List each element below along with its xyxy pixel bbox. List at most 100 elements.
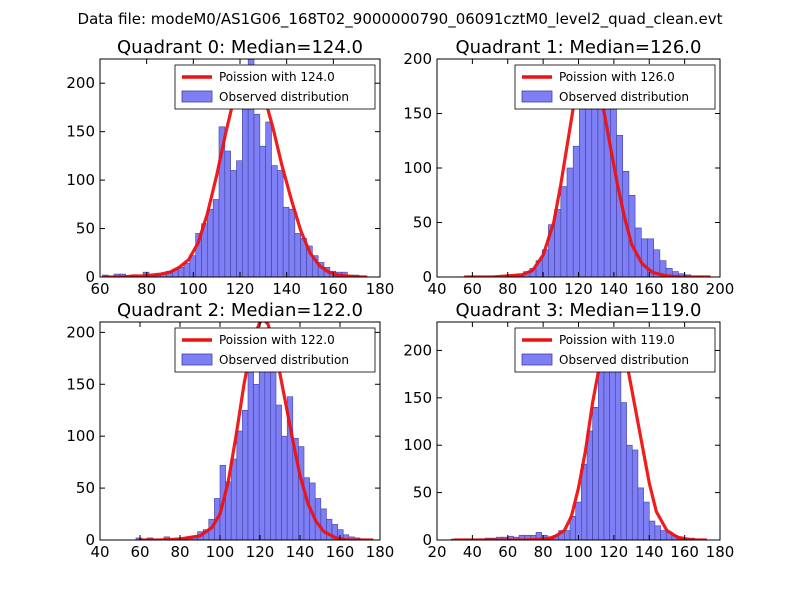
x-tick-label: 140 bbox=[600, 280, 629, 298]
x-tick-label: 80 bbox=[137, 280, 156, 298]
quadrant-2-panel: 40 60 80 100 120 140 160 180 0 50 100 150 200 Quadran… bbox=[66, 300, 394, 561]
histogram-bar bbox=[609, 354, 616, 540]
y-tick-label: 50 bbox=[76, 479, 95, 497]
x-tick-label: 80 bbox=[534, 543, 553, 561]
y-tick-label: 100 bbox=[403, 159, 432, 177]
histogram-bar bbox=[640, 238, 648, 277]
x-tick-label: 100 bbox=[179, 280, 208, 298]
histogram-bar bbox=[271, 165, 278, 277]
x-tick-label: 40 bbox=[427, 280, 446, 298]
x-tick-label: 100 bbox=[529, 280, 558, 298]
histogram-bar bbox=[258, 368, 266, 540]
histogram-bar bbox=[236, 430, 243, 540]
histogram-bar bbox=[643, 501, 650, 540]
figure-suptitle: Data file: modeM0/AS1G06_168T02_90000007… bbox=[78, 10, 723, 29]
y-tick-label: 100 bbox=[403, 436, 432, 454]
x-tick-label: 160 bbox=[326, 543, 355, 561]
histogram-bar bbox=[620, 402, 627, 540]
histogram-bar bbox=[572, 145, 580, 277]
x-tick-label: 200 bbox=[706, 280, 735, 298]
x-tick-label: 180 bbox=[670, 280, 699, 298]
y-tick-label: 0 bbox=[85, 531, 95, 549]
histogram-bar bbox=[224, 150, 231, 277]
y-tick-label: 0 bbox=[422, 531, 432, 549]
y-tick-label: 150 bbox=[403, 105, 432, 123]
legend-label-observed: Observed distribution bbox=[219, 90, 349, 104]
histogram-bar bbox=[598, 369, 605, 540]
x-tick-label: 120 bbox=[246, 543, 275, 561]
legend-label-poisson: Poission with 126.0 bbox=[559, 70, 675, 84]
x-tick-label: 80 bbox=[498, 280, 517, 298]
y-tick-label: 150 bbox=[66, 123, 95, 141]
legend-bar-swatch bbox=[181, 90, 213, 103]
panel-title: Quadrant 2: Median=122.0 bbox=[117, 300, 363, 321]
histogram-bar bbox=[575, 501, 582, 540]
legend: Poission with 122.0 Observed distribution bbox=[174, 327, 376, 373]
y-tick-label: 100 bbox=[66, 171, 95, 189]
histogram-bar bbox=[288, 208, 296, 277]
quadrant-3-panel: 20 40 60 80 100 120 140 160 180 0 50 100 150 200 Quadr… bbox=[403, 300, 734, 561]
histogram-bar bbox=[560, 186, 568, 277]
histogram-bar bbox=[654, 525, 661, 540]
histogram-bar bbox=[585, 85, 593, 277]
y-tick-label: 50 bbox=[413, 214, 432, 232]
panel-title: Quadrant 3: Median=119.0 bbox=[456, 300, 702, 321]
quadrant-1-panel: 40 60 80 100 120 140 160 180 200 0 50 100 150 200 Quad… bbox=[403, 37, 734, 298]
legend-bar-swatch bbox=[181, 353, 213, 366]
histogram-bar bbox=[320, 508, 327, 540]
histogram-bar bbox=[183, 263, 191, 277]
x-tick-label: 120 bbox=[564, 280, 593, 298]
histogram-bar bbox=[281, 435, 288, 540]
histogram-bar bbox=[253, 383, 260, 540]
histogram-bar bbox=[207, 208, 214, 277]
histogram-bar bbox=[236, 160, 243, 277]
histogram-bar bbox=[277, 170, 284, 277]
legend-label-poisson: Poission with 119.0 bbox=[559, 333, 675, 347]
histogram-bar bbox=[637, 487, 644, 540]
x-tick-label: 160 bbox=[670, 543, 699, 561]
axes-frame bbox=[99, 321, 381, 541]
x-tick-label: 180 bbox=[706, 543, 735, 561]
x-tick-label: 100 bbox=[206, 543, 235, 561]
x-tick-label: 180 bbox=[366, 280, 395, 298]
histogram-bar bbox=[212, 199, 220, 277]
y-tick-label: 200 bbox=[66, 323, 95, 341]
x-tick-label: 40 bbox=[463, 543, 482, 561]
x-tick-label: 120 bbox=[600, 543, 629, 561]
histogram-bar bbox=[230, 458, 238, 540]
histogram-bar bbox=[566, 167, 574, 277]
histogram-bar bbox=[603, 350, 610, 540]
x-tick-label: 60 bbox=[463, 280, 482, 298]
histogram-bar bbox=[282, 206, 290, 277]
x-tick-label: 60 bbox=[498, 543, 517, 561]
x-tick-label: 160 bbox=[319, 280, 348, 298]
histogram-bar bbox=[631, 449, 639, 540]
legend-bar-swatch bbox=[521, 90, 553, 103]
plot-area bbox=[135, 322, 374, 540]
histogram-bar bbox=[579, 96, 586, 277]
histogram-bar bbox=[592, 407, 599, 540]
plot-area bbox=[102, 59, 368, 277]
histogram-bar bbox=[247, 363, 254, 540]
x-tick-label: 80 bbox=[170, 543, 189, 561]
x-tick-label: 20 bbox=[427, 543, 446, 561]
histogram-bar bbox=[298, 446, 305, 540]
y-tick-label: 200 bbox=[403, 341, 432, 359]
histogram-bar bbox=[242, 409, 249, 540]
y-tick-label: 200 bbox=[403, 50, 432, 68]
histogram-bar bbox=[610, 102, 617, 277]
panel-title: Quadrant 1: Median=126.0 bbox=[456, 37, 702, 58]
y-tick-label: 100 bbox=[66, 427, 95, 445]
y-tick-label: 0 bbox=[422, 268, 432, 286]
legend-label-observed: Observed distribution bbox=[559, 90, 689, 104]
x-tick-label: 160 bbox=[635, 280, 664, 298]
y-tick-label: 50 bbox=[76, 220, 95, 238]
legend-label-poisson: Poission with 122.0 bbox=[219, 333, 335, 347]
histogram-bar bbox=[230, 170, 237, 277]
x-tick-label: 180 bbox=[366, 543, 395, 561]
quadrant-0-panel: 60 80 100 120 140 160 180 0 50 100 150 200 Quadrant … bbox=[66, 37, 394, 298]
legend-label-poisson: Poission with 124.0 bbox=[219, 70, 335, 84]
legend: Poission with 124.0 Observed distribution bbox=[174, 64, 376, 110]
histogram-bar bbox=[626, 444, 633, 540]
